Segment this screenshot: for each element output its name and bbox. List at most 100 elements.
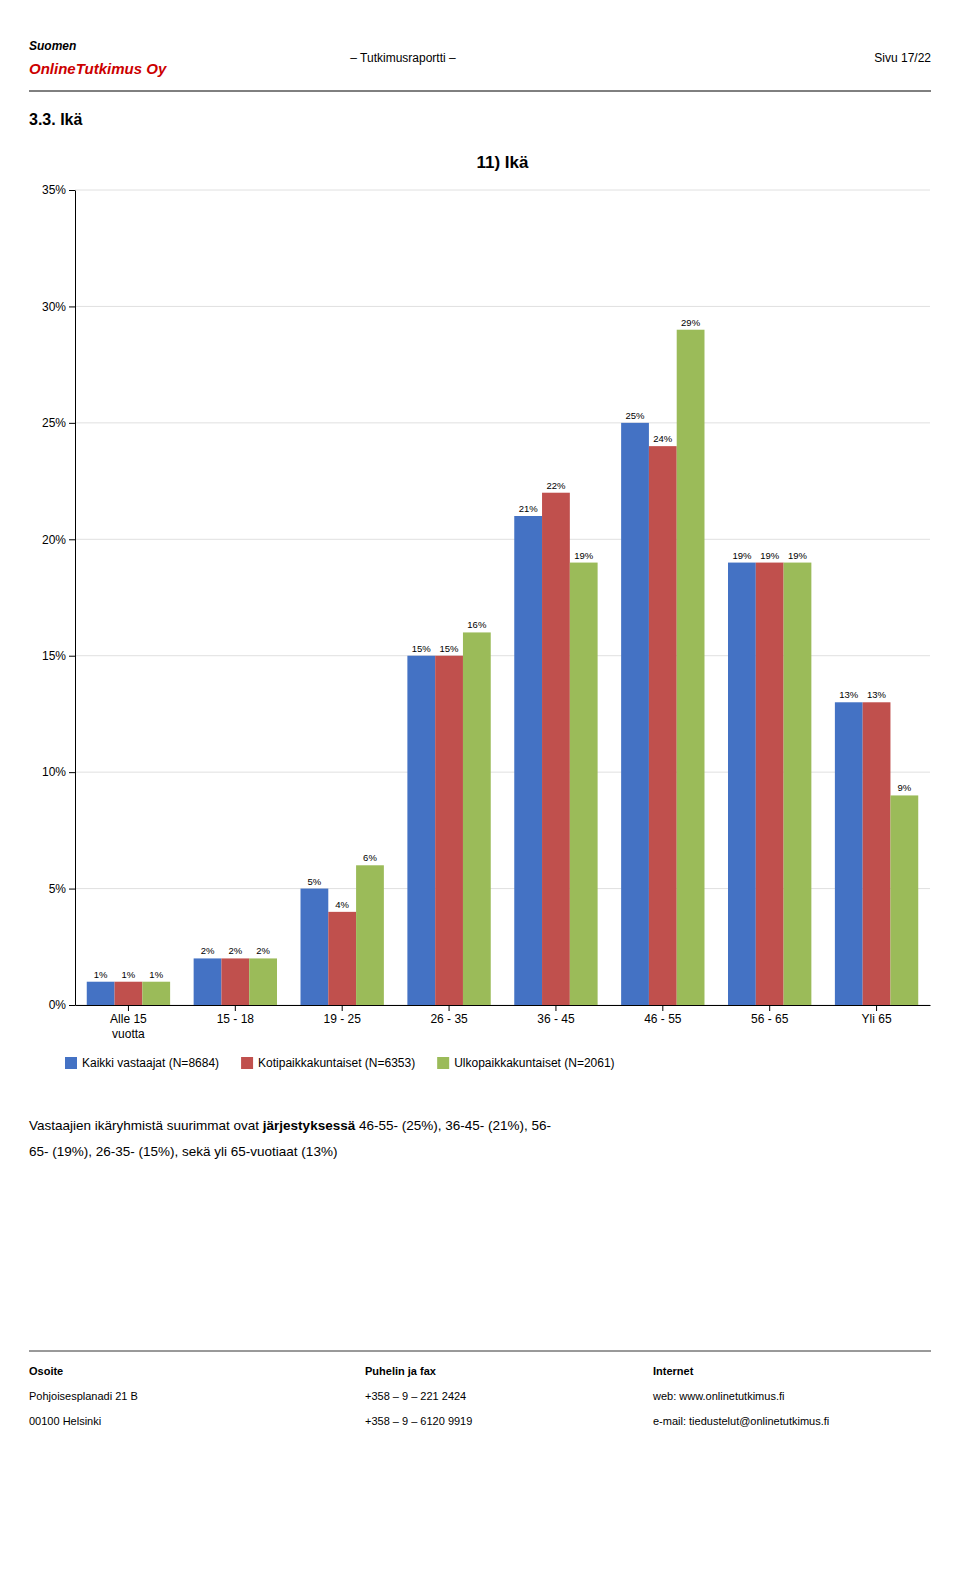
bar [407, 656, 435, 1005]
legend-label: Ulkopaikkakuntaiset (N=2061) [454, 1056, 614, 1070]
header-right: Sivu 17/22 [874, 51, 931, 65]
x-tick-label-line: vuotta [112, 1027, 145, 1041]
grid-line [75, 539, 930, 540]
data-label: 19% [732, 550, 752, 561]
bar [677, 330, 705, 1005]
section-title: 3.3. Ikä [29, 111, 82, 128]
bars [87, 330, 918, 1005]
x-axis: Alle 15vuotta15 - 1819 - 2526 - 3536 - 4… [76, 1005, 931, 1041]
x-tick-label-line: Yli 65 [862, 1012, 892, 1026]
bar [649, 446, 677, 1005]
footer: Vastaajien ikäryhmistä suurimmat ovat jä… [29, 1118, 551, 1159]
bar [87, 982, 115, 1005]
header-company: OnlineTutkimus Oy [29, 60, 167, 77]
y-tick-mark [69, 539, 75, 540]
bar [435, 656, 463, 1005]
bar [728, 563, 756, 1005]
data-label: 1% [122, 969, 136, 980]
data-labels: 1%2%5%15%21%25%19%13%1%2%4%15%22%24%19%1… [94, 317, 912, 980]
grid-line [75, 190, 930, 191]
bar [463, 632, 491, 1005]
data-label: 13% [839, 689, 859, 700]
x-tick-label: 26 - 35 [430, 1012, 468, 1026]
y-tick: 10% [42, 765, 75, 779]
y-tick-label: 20% [42, 533, 66, 547]
data-label: 1% [94, 969, 108, 980]
bar [356, 865, 384, 1005]
data-label: 1% [149, 969, 163, 980]
contact-line: +358 – 9 – 221 2424 [365, 1390, 466, 1402]
x-tick-label: 15 - 18 [217, 1012, 255, 1026]
bar [863, 702, 891, 1005]
x-tick: 19 - 25 [324, 1005, 362, 1026]
bar-series [115, 446, 891, 1005]
contact-column: Osoite Pohjoisesplanadi 21 B 00100 Helsink… [29, 1365, 138, 1427]
data-label: 29% [681, 317, 701, 328]
data-label: 2% [228, 945, 242, 956]
x-tick-label: 36 - 45 [537, 1012, 575, 1026]
contact-line: 00100 Helsinki [29, 1415, 101, 1427]
footer-segment: Vastaajien ikäryhmistä suurimmat ovat [29, 1118, 263, 1133]
x-tick: 15 - 18 [217, 1005, 255, 1026]
y-tick-label: 35% [42, 183, 66, 197]
data-label: 6% [363, 852, 377, 863]
y-tick-mark [69, 889, 75, 890]
y-tick-mark [69, 190, 75, 191]
bar-series [142, 330, 918, 1005]
contact: Osoite Pohjoisesplanadi 21 B 00100 Helsink… [29, 1351, 931, 1427]
bar [249, 958, 277, 1005]
x-tick-label: 56 - 65 [751, 1012, 789, 1026]
x-tick-mark [128, 1005, 129, 1011]
x-tick: 26 - 35 [430, 1005, 468, 1026]
bar [142, 982, 170, 1005]
data-label: 25% [626, 410, 646, 421]
y-tick: 15% [42, 649, 75, 663]
y-tick: 5% [49, 882, 75, 896]
footer-segment: 46-55- (25%), 36-45- (21%), 56- [355, 1118, 551, 1133]
chart: 11) Ikä1%2%5%15%21%25%19%13%1%2%4%15%22%… [42, 153, 931, 1070]
contact-line: e-mail: tiedustelut@onlinetutkimus.fi [653, 1415, 829, 1427]
y-tick: 0% [49, 998, 75, 1012]
y-tick-mark [69, 656, 75, 657]
x-tick-mark [876, 1005, 877, 1011]
grid-line [75, 306, 930, 307]
header-center: – Tutkimusraportti – [350, 51, 456, 65]
legend: Kaikki vastaajat (N=8684)Kotipaikkakunta… [65, 1056, 615, 1070]
bar [756, 563, 784, 1005]
x-tick-mark [235, 1005, 236, 1011]
contact-rule [29, 1351, 931, 1352]
x-tick-mark [555, 1005, 556, 1011]
data-label: 4% [335, 899, 349, 910]
x-tick: 36 - 45 [537, 1005, 575, 1026]
bar [784, 563, 812, 1005]
y-tick: 30% [42, 300, 75, 314]
footer-line: Vastaajien ikäryhmistä suurimmat ovat jä… [29, 1118, 551, 1133]
footer-line: 65- (19%), 26-35- (15%), sekä yli 65-vuo… [29, 1144, 337, 1159]
bar [115, 982, 143, 1005]
x-tick-label: Yli 65 [862, 1012, 892, 1026]
data-label: 19% [760, 550, 780, 561]
contact-line: +358 – 9 – 6120 9919 [365, 1415, 472, 1427]
bar [835, 702, 863, 1005]
contact-line: Pohjoisesplanadi 21 B [29, 1390, 138, 1402]
bar [328, 912, 356, 1005]
x-tick: 56 - 65 [751, 1005, 789, 1026]
x-tick-label-line: 15 - 18 [217, 1012, 255, 1026]
contact-column: Internetweb: www.onlinetutkimus.fie-mail… [652, 1365, 829, 1427]
y-tick: 20% [42, 533, 75, 547]
legend-item: Kotipaikkakuntaiset (N=6353) [241, 1056, 415, 1070]
data-label: 19% [574, 550, 594, 561]
y-tick-label: 5% [49, 882, 67, 896]
contact-label: Osoite [29, 1365, 63, 1377]
grid [75, 190, 930, 1005]
data-label: 21% [519, 503, 539, 514]
contact-line: web: www.onlinetutkimus.fi [652, 1390, 784, 1402]
bar [890, 795, 918, 1005]
chart-title: 11) Ikä [477, 153, 530, 172]
y-tick-label: 15% [42, 649, 66, 663]
y-tick-label: 0% [49, 998, 67, 1012]
data-label: 2% [256, 945, 270, 956]
data-label: 9% [897, 782, 911, 793]
y-tick-mark [69, 1005, 75, 1006]
bar [542, 493, 570, 1005]
